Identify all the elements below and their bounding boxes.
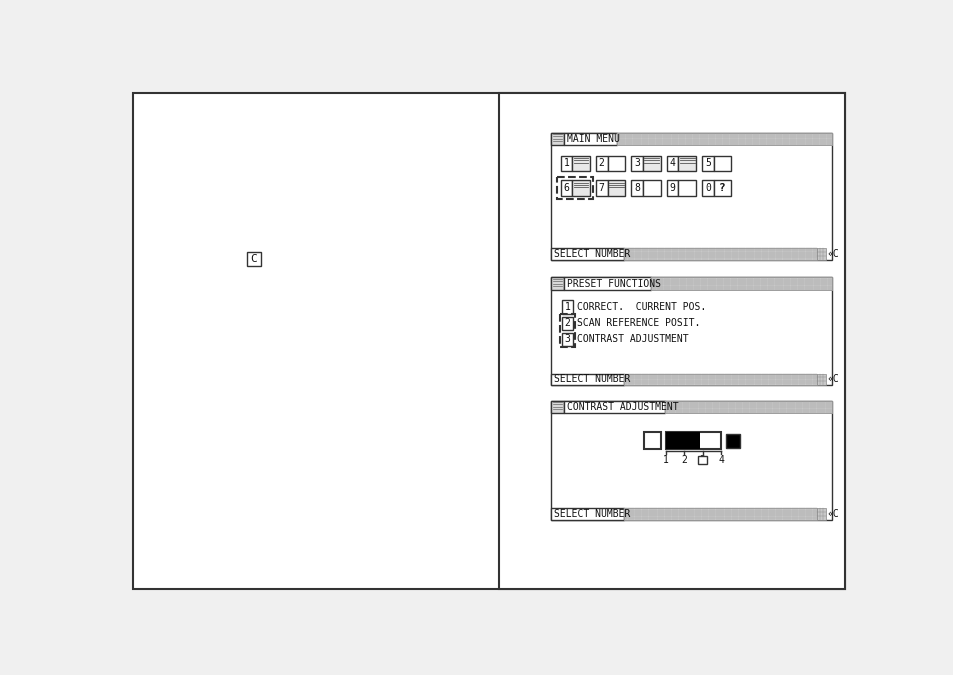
Bar: [631, 180, 642, 196]
Text: 1: 1: [563, 159, 569, 168]
Bar: [678, 156, 696, 171]
Bar: [607, 156, 624, 171]
Bar: [551, 248, 623, 260]
Text: 8: 8: [634, 183, 639, 193]
Text: 1: 1: [564, 302, 570, 312]
Text: PRESET FUNCTIONS: PRESET FUNCTIONS: [566, 279, 660, 288]
Text: 4: 4: [718, 455, 723, 465]
Bar: [551, 508, 623, 520]
Text: 9: 9: [669, 183, 675, 193]
Bar: [596, 156, 607, 171]
Text: 2: 2: [598, 159, 604, 168]
Bar: [563, 132, 617, 145]
Bar: [666, 180, 678, 196]
Text: 7: 7: [598, 183, 604, 193]
Bar: [642, 156, 659, 171]
Bar: [623, 373, 816, 385]
Text: «C: «C: [826, 509, 838, 519]
Bar: [664, 400, 831, 413]
Text: 0: 0: [704, 183, 710, 193]
Bar: [559, 315, 575, 347]
Bar: [561, 300, 572, 314]
Bar: [498, 92, 843, 589]
Bar: [816, 373, 825, 385]
Bar: [643, 432, 660, 449]
Bar: [701, 156, 713, 171]
Text: «C: «C: [826, 375, 838, 384]
Text: SCAN REFERENCE POSIT.: SCAN REFERENCE POSIT.: [577, 318, 700, 328]
Bar: [561, 333, 572, 346]
Bar: [551, 373, 623, 385]
Bar: [551, 132, 563, 145]
Bar: [572, 156, 589, 171]
Bar: [560, 156, 572, 171]
Bar: [623, 248, 816, 260]
Bar: [551, 400, 831, 520]
Text: 4: 4: [669, 159, 675, 168]
Text: CONTRAST ADJUSTMENT: CONTRAST ADJUSTMENT: [577, 334, 688, 344]
Bar: [623, 508, 816, 520]
Bar: [701, 180, 713, 196]
Bar: [623, 248, 816, 260]
Text: MAIN MENU: MAIN MENU: [566, 134, 618, 144]
Bar: [572, 180, 589, 196]
Text: ?: ?: [719, 183, 725, 193]
Text: «C: «C: [826, 249, 838, 259]
Bar: [551, 277, 563, 290]
Bar: [561, 317, 572, 329]
Bar: [596, 180, 607, 196]
Text: CORRECT.  CURRENT POS.: CORRECT. CURRENT POS.: [577, 302, 706, 312]
Text: 2: 2: [564, 318, 570, 328]
Bar: [665, 432, 720, 449]
Bar: [247, 252, 261, 266]
Text: 1: 1: [662, 455, 668, 465]
Text: 3: 3: [634, 159, 639, 168]
Text: SELECT NUMBER: SELECT NUMBER: [554, 249, 630, 259]
Bar: [623, 508, 816, 520]
Bar: [650, 277, 831, 290]
Bar: [725, 433, 739, 448]
Bar: [650, 277, 831, 290]
Bar: [816, 248, 825, 260]
Bar: [560, 180, 572, 196]
Text: C: C: [251, 254, 257, 264]
Bar: [617, 132, 831, 145]
Text: 3: 3: [564, 334, 570, 344]
Bar: [551, 277, 831, 385]
Text: SELECT NUMBER: SELECT NUMBER: [554, 375, 630, 384]
Bar: [642, 180, 659, 196]
Bar: [617, 132, 831, 145]
Text: 5: 5: [704, 159, 710, 168]
Bar: [607, 180, 624, 196]
Bar: [551, 400, 563, 413]
Bar: [551, 132, 831, 260]
Text: SELECT NUMBER: SELECT NUMBER: [554, 509, 630, 519]
Bar: [563, 400, 664, 413]
Bar: [713, 156, 731, 171]
Bar: [713, 180, 731, 196]
Text: CONTRAST ADJUSTMENT: CONTRAST ADJUSTMENT: [566, 402, 678, 412]
Text: 3: 3: [699, 455, 705, 465]
Bar: [666, 156, 678, 171]
Bar: [678, 180, 696, 196]
Bar: [698, 456, 706, 464]
Bar: [557, 178, 592, 199]
Bar: [563, 277, 650, 290]
Bar: [816, 508, 825, 520]
Text: 2: 2: [680, 455, 686, 465]
Bar: [665, 432, 699, 449]
Text: 6: 6: [563, 183, 569, 193]
Bar: [664, 400, 831, 413]
Bar: [631, 156, 642, 171]
Bar: [623, 373, 816, 385]
